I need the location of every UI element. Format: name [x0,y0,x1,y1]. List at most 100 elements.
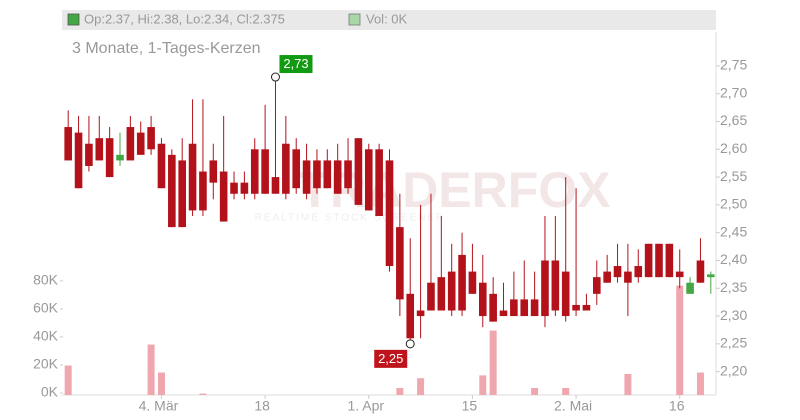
y-tick-label: 2,75 [720,57,747,73]
y2-tick-label: 60K [33,300,59,316]
y-tick-label: 2,35 [720,279,747,295]
candle-body [333,160,342,194]
candle-body [634,266,643,278]
candle-body [644,243,653,278]
watermark-subtitle: REALTIME STOCK SCREENER [255,213,446,224]
candle-body [478,282,487,317]
candle-body [116,154,124,161]
candle-body [696,260,705,283]
legend-swatch [67,13,80,26]
candle-body [344,160,352,189]
candle-body [561,271,570,317]
candle-body [271,177,280,194]
candle-body [665,243,674,278]
candle-body [292,149,301,189]
volume-bar [624,373,632,395]
candle-body [168,154,176,228]
legend-ohlc: Op:2.37, Hi:2.38, Lo:2.34, Cl:2.375 [84,11,285,26]
volume-bar [562,387,570,395]
candle-body [406,293,415,339]
legend-volume: Vol: 0K [366,11,408,26]
candle-body [447,271,456,311]
volume-bar [64,365,72,395]
x-tick-label: 1. Apr [347,398,384,414]
candle-body [510,299,518,317]
candle-body [74,132,83,189]
candle-body [354,138,363,205]
y-tick-label: 2,45 [720,223,747,239]
candle-body [282,143,290,194]
candle-body [499,310,508,317]
candle-body [375,149,383,217]
volume-bar [489,330,497,395]
candle-body [64,127,72,161]
candle-body [323,160,332,189]
x-tick-label: 4. Mär [139,398,179,414]
y-tick-label: 2,65 [720,112,747,128]
candle-body [593,277,601,294]
candle-body [416,310,425,317]
candle-body [396,227,404,300]
candle-body [199,171,207,211]
annotation-label: 2,25 [378,351,403,366]
candle-body [655,243,663,278]
x-tick-label: 15 [462,398,478,414]
candle-body [209,160,218,183]
volume-bar [199,393,207,395]
candle-body [458,254,466,311]
candle-body [624,271,632,283]
candle-body [261,149,269,194]
candle-body [302,160,311,194]
y2-tick-label: 40K [33,328,59,344]
candle-body [489,293,497,322]
volume-bar [417,378,425,395]
y-tick-label: 2,50 [720,196,747,212]
legend-swatch [348,13,361,26]
y2-tick-label: 0K [41,384,59,400]
chart-title: 3 Monate, 1-Tages-Kerzen [72,40,261,57]
candle-body [250,149,259,194]
y-tick-label: 2,70 [720,84,747,100]
volume-bar [676,285,684,395]
candle-body [551,260,560,311]
candle-body [105,138,114,178]
volume-bar [696,372,704,395]
candle-body [157,143,166,189]
candle-body [686,282,694,294]
volume-bar [157,372,165,395]
candle-body [230,182,238,194]
y-tick-label: 2,20 [720,362,747,378]
y-tick-label: 2,30 [720,307,747,323]
y2-tick-label: 80K [33,272,59,288]
volume-bar [531,387,539,395]
y-tick-label: 2,55 [720,168,747,184]
candle-body [126,127,135,161]
candle-body [613,266,622,278]
legend-bar [62,10,716,30]
candle-body [603,271,611,283]
candle-body [385,160,394,267]
candle-body [437,277,446,311]
candle-body [219,171,228,222]
volume-bar [396,387,404,395]
candle-body [95,138,104,161]
annotation-label: 2,73 [283,56,308,71]
candle-body [85,143,93,166]
candle-body [572,304,580,311]
y2-tick-label: 20K [33,356,59,372]
candle-body [541,260,549,317]
candle-body [147,127,155,150]
candle-body [468,271,477,294]
y-tick-label: 2,25 [720,335,747,351]
candle-body [178,160,186,228]
volume-bar [479,375,487,395]
candle-body [427,282,435,311]
y-tick-label: 2,60 [720,140,747,156]
annotation-marker [270,72,280,82]
x-tick-label: 2. Mai [554,398,592,414]
candle-body [707,274,715,278]
candle-body [313,160,321,189]
candle-body [582,304,591,311]
candle-body [520,299,529,317]
